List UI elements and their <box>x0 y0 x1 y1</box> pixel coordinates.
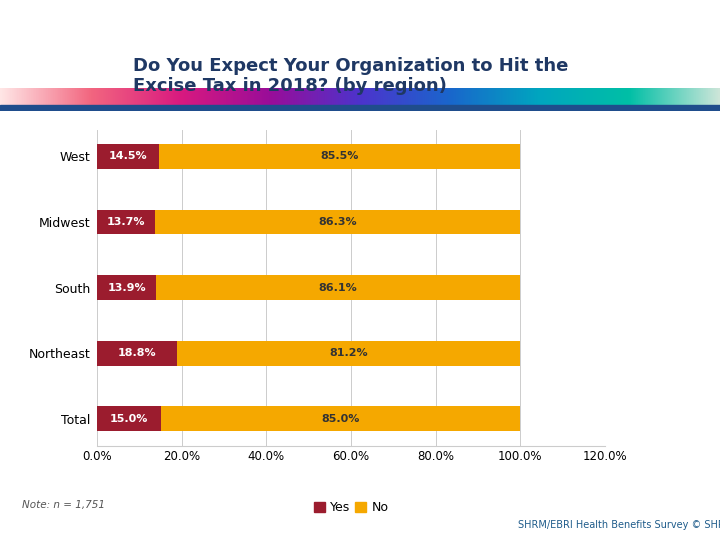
Text: 85.0%: 85.0% <box>321 414 359 424</box>
Text: 14.5%: 14.5% <box>109 151 147 161</box>
Bar <box>97 341 176 366</box>
Text: 13.9%: 13.9% <box>107 282 146 293</box>
Bar <box>0 105 720 111</box>
Text: 13.7%: 13.7% <box>107 217 145 227</box>
Text: 81.2%: 81.2% <box>329 348 368 358</box>
Bar <box>155 210 520 234</box>
Text: 85.5%: 85.5% <box>320 151 359 161</box>
Bar <box>158 144 520 169</box>
Bar <box>97 406 161 431</box>
Text: Do You Expect Your Organization to Hit the: Do You Expect Your Organization to Hit t… <box>133 57 569 75</box>
Bar <box>176 341 521 366</box>
Text: Excise Tax in 2018? (by region): Excise Tax in 2018? (by region) <box>133 77 447 94</box>
Text: 15.0%: 15.0% <box>109 414 148 424</box>
Text: 86.1%: 86.1% <box>319 282 357 293</box>
Bar <box>161 406 520 431</box>
Text: 18.8%: 18.8% <box>117 348 156 358</box>
Bar <box>156 275 520 300</box>
Legend: Yes, No: Yes, No <box>309 496 393 519</box>
Text: 86.3%: 86.3% <box>318 217 357 227</box>
Text: SHRM/EBRI Health Benefits Survey © SHRM 2014     22: SHRM/EBRI Health Benefits Survey © SHRM … <box>518 520 720 530</box>
Bar <box>97 210 155 234</box>
Bar <box>97 144 158 169</box>
Text: Note: n = 1,751: Note: n = 1,751 <box>22 500 104 510</box>
Bar <box>97 275 156 300</box>
